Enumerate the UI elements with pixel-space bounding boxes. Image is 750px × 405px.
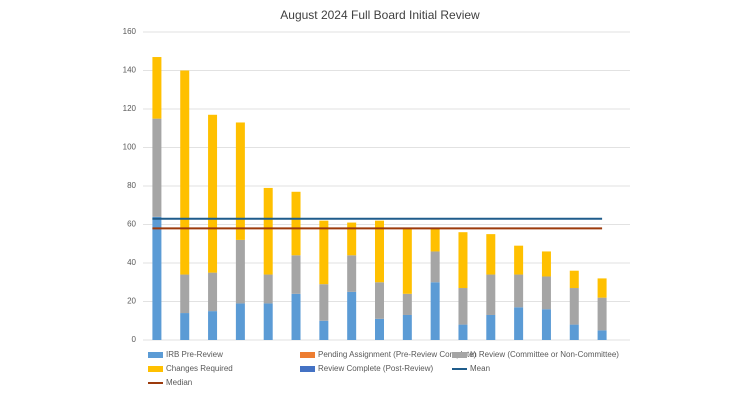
bar-segment <box>180 70 190 275</box>
bar-segment <box>319 320 329 340</box>
legend-swatch <box>148 352 163 358</box>
bar-segment <box>263 187 273 275</box>
bar-segment <box>569 324 579 340</box>
bar-segment <box>208 272 218 312</box>
legend-swatch <box>148 366 163 372</box>
bar-segment <box>319 284 329 321</box>
bar-segment <box>430 282 440 340</box>
bar-segment <box>319 220 329 285</box>
bar-segment <box>402 293 412 315</box>
legend-label: IRB Pre-Review <box>166 350 223 359</box>
bar-segment <box>208 311 218 340</box>
legend-swatch <box>452 352 467 358</box>
bar-segment <box>458 232 468 289</box>
bar-segment <box>347 255 357 292</box>
bar-segment <box>235 122 245 240</box>
bar-segment <box>597 330 607 340</box>
y-tick-label: 80 <box>127 181 136 190</box>
legend-label: Changes Required <box>166 364 233 373</box>
bar-segment <box>486 314 496 340</box>
bar-segment <box>541 309 551 340</box>
chart-title: August 2024 Full Board Initial Review <box>280 8 480 22</box>
bar-segment <box>402 314 412 340</box>
bar-segment <box>514 274 524 308</box>
bar-segment <box>402 228 412 294</box>
y-tick-label: 60 <box>127 220 136 229</box>
bar-segment <box>347 222 357 256</box>
bar-segment <box>235 303 245 340</box>
y-tick-label: 160 <box>123 27 137 36</box>
y-tick-label: 40 <box>127 258 136 267</box>
bar-segment <box>458 324 468 340</box>
y-tick-label: 140 <box>123 66 137 75</box>
bar-segment <box>152 57 162 119</box>
legend-label: Review Complete (Post-Review) <box>318 364 433 373</box>
bar-segment <box>458 288 468 325</box>
bar-segment <box>375 282 384 319</box>
bar-segment <box>569 270 579 289</box>
bar-segment <box>291 293 301 340</box>
bar-segment <box>291 255 301 294</box>
bar-segment <box>375 220 384 283</box>
legend-label: Median <box>166 378 192 387</box>
bar-segment <box>430 251 440 283</box>
y-tick-label: 120 <box>123 104 137 113</box>
legend-label: Pending Assignment (Pre-Review Complete) <box>318 350 477 359</box>
bar-segment <box>375 318 384 340</box>
bar-segment <box>597 297 607 331</box>
bar-segment <box>430 228 440 252</box>
bar-segment <box>514 307 524 340</box>
bar-segment <box>541 276 551 310</box>
legend-swatch <box>300 352 315 358</box>
bar-segment <box>235 239 245 304</box>
y-tick-label: 100 <box>123 143 137 152</box>
bar-segment <box>347 291 357 340</box>
bar-segment <box>486 274 496 315</box>
bar-segment <box>152 216 162 340</box>
bar-segment <box>486 234 496 275</box>
bar-segment <box>541 251 551 277</box>
legend-label: In Review (Committee or Non-Committee) <box>470 350 619 359</box>
y-tick-label: 0 <box>132 335 137 344</box>
bar-segment <box>263 303 273 340</box>
y-tick-label: 20 <box>127 297 136 306</box>
bar-segment <box>291 191 301 256</box>
legend-label: Mean <box>470 364 490 373</box>
bar-segment <box>263 274 273 304</box>
bar-segment <box>597 278 607 298</box>
bar-segment <box>514 245 524 275</box>
bar-segment <box>180 274 190 314</box>
bar-segment <box>208 114 218 273</box>
bar-segment <box>569 288 579 325</box>
legend-swatch <box>300 366 315 372</box>
bar-segment <box>152 118 162 217</box>
bar-segment <box>180 313 190 340</box>
